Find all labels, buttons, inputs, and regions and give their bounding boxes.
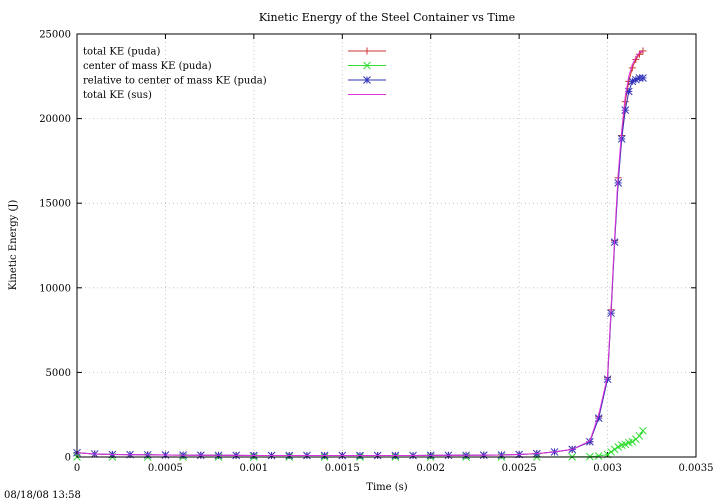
y-tick-label: 20000 [39,114,71,125]
chart-title: Kinetic Energy of the Steel Container vs… [259,11,515,24]
series-line [76,50,644,456]
series-line [76,77,643,456]
legend-marker [363,76,371,84]
data-point [639,426,647,435]
series-line [76,50,644,456]
x-axis-label: Time (s) [366,482,407,493]
legend-label: center of mass KE (puda) [83,61,212,72]
x-tick-label: 0.0015 [325,463,360,474]
x-tick-label: 0 [74,463,80,474]
y-tick-label: 5000 [46,368,71,379]
data-point [607,448,615,456]
data-point [594,452,603,460]
axis-ticks: 0 0.0005 0.001 0.0015 0.002 0.0025 0.003 0.0035… [39,30,713,475]
gridlines [77,34,696,457]
legend-marker [363,47,371,55]
data-point [639,74,647,82]
series-1 [73,47,647,459]
series-3 [73,74,647,460]
data-point [635,431,644,440]
y-tick-label: 0 [65,453,71,464]
y-tick-label: 10000 [39,283,71,294]
data-point [603,375,612,384]
data-point [610,445,619,454]
x-tick-label: 0.0005 [148,463,183,474]
y-tick-label: 15000 [39,199,71,210]
data-point [628,437,637,446]
plot-frame [76,33,697,458]
x-tick-label: 0.002 [416,463,445,474]
data-point [635,50,643,58]
legend-label: total KE (puda) [83,47,160,58]
series-layer [73,47,647,461]
y-axis-label: Kinetic Energy (J) [8,200,19,291]
x-tick-label: 0.003 [593,463,622,474]
legend: total KE (puda) center of mass KE (puda) r… [83,47,386,101]
series-4 [76,50,644,456]
y-tick-label: 25000 [39,30,71,41]
legend-marker [363,61,371,70]
timestamp: 08/18/08 13:58 [4,490,81,501]
legend-label: relative to center of mass KE (puda) [83,76,267,87]
data-point [635,74,644,82]
x-tick-label: 0.001 [240,463,269,474]
x-tick-label: 0.0025 [502,463,537,474]
data-point [621,106,630,114]
data-point [639,47,647,55]
data-point [617,135,626,143]
x-tick-label: 0.0035 [679,463,714,474]
legend-label: total KE (sus) [83,90,152,101]
